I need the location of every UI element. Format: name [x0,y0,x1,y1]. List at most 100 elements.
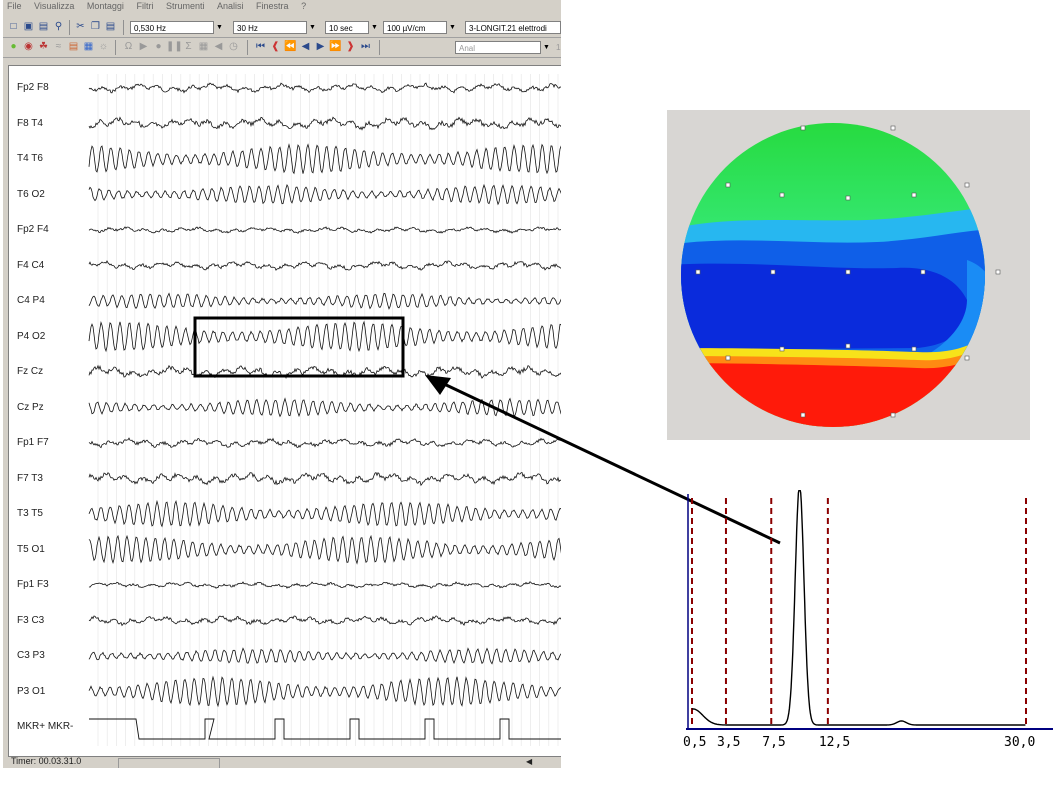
analysis-select[interactable]: Anal [455,41,541,54]
channel-label[interactable]: F4 C4 [17,259,45,271]
volume-icon[interactable]: ◀ [214,41,223,52]
channel-label[interactable]: C3 P3 [17,650,45,661]
channel-label[interactable]: Fp2 F4 [17,224,49,235]
eeg-trace [88,292,561,310]
paste-icon[interactable]: ▤ [105,21,116,32]
menu-item-filters[interactable]: Filtri [136,1,154,11]
channel-label[interactable]: P4 O2 [17,330,46,342]
marker-channel-label[interactable]: MKR+ MKR- [17,721,74,732]
channel-label[interactable]: Fp1 F3 [17,579,49,590]
grid-icon[interactable]: ▦ [198,41,209,52]
sensitivity-select[interactable]: 100 µV/cm [383,21,447,34]
channel-label[interactable]: Fp2 F8 [17,82,49,93]
channel-label[interactable]: Fz Cz [17,366,44,377]
high-filter-select[interactable]: 30 Hz [233,21,307,34]
channel-label[interactable]: F7 T3 [17,472,43,484]
save-icon[interactable]: ▣ [23,21,34,32]
cut-icon[interactable]: ✂ [76,21,85,32]
power-spectrum [680,489,1053,760]
channel-label[interactable]: F8 T4 [17,117,43,129]
menu-item-tools[interactable]: Strumenti [165,1,205,11]
fast-back-icon[interactable]: ⏪ [284,41,297,52]
channel-label[interactable]: Fp1 F7 [17,437,49,448]
eeg-trace [88,615,561,627]
extra-field[interactable]: 12 [556,43,561,52]
analysis-dropdown-icon[interactable]: ▼ [543,44,550,51]
fast-forward-icon[interactable]: ⏩ [329,41,342,52]
eeg-trace [88,143,561,175]
channel-label[interactable]: Cz Pz [17,401,44,413]
spectrum-tick-label: 30,0 [1004,735,1036,750]
timer-readout: Timer: 00.03.31.0 [11,756,82,766]
high-filter-dropdown-icon[interactable]: ▼ [309,24,316,31]
clock-icon[interactable]: ◷ [229,41,238,52]
menu-item-window[interactable]: Finestra [256,1,289,11]
settings-icon[interactable]: ☼ [98,41,109,52]
menu-item-analysis[interactable]: Analisi [217,1,244,11]
network-icon[interactable]: ☘ [39,41,48,52]
montage-select[interactable]: 3-LONGIT.21 elettrodi [465,21,561,34]
eeg-trace [88,116,561,131]
eeg-trace [88,226,561,234]
eeg-trace [88,183,561,206]
play-icon[interactable]: ▶ [139,41,148,52]
channel-label[interactable]: P3 O1 [17,685,46,697]
next-marker-icon[interactable]: ❱ [346,41,355,52]
eeg-trace [88,647,561,665]
channel-label[interactable]: F3 C3 [17,614,45,626]
menu-bar: File Visualizza Montaggi Filtri Strument… [3,0,561,14]
channel-label[interactable]: T3 T5 [17,508,43,519]
menu-item-montage[interactable]: Montaggi [86,1,124,11]
sensitivity-dropdown-icon[interactable]: ▼ [449,24,456,31]
chart-icon[interactable]: ▤ [68,41,79,52]
eeg-trace [88,581,561,589]
print-preview-icon[interactable]: ⚲ [54,21,63,32]
copy-icon[interactable]: ❐ [91,21,100,32]
topomap-blue-region [681,263,967,350]
channel-label[interactable]: T6 O2 [17,188,45,200]
open-file-icon[interactable]: □ [10,21,17,32]
status-bar: Timer: 00.03.31.0 ◀ [8,756,561,768]
spectrum-curve [691,489,1026,726]
scroll-grip-icon[interactable]: ◀ [526,757,533,766]
montage-icon[interactable]: ◉ [24,41,33,52]
eeg-trace [88,320,561,353]
low-filter-select[interactable]: 0,530 Hz [130,21,214,34]
eeg-trace [88,260,561,271]
prev-marker-icon[interactable]: ❰ [271,41,280,52]
eeg-trace [88,499,561,528]
print-icon[interactable]: ▤ [38,21,49,32]
record-icon[interactable]: ● [155,41,162,52]
electrode-markers [695,125,1001,418]
eeg-trace [88,534,561,565]
timebase-dropdown-icon[interactable]: ▼ [371,24,378,31]
omega-icon[interactable]: Ω [124,41,133,52]
go-end-icon[interactable]: ⏭ [361,41,370,52]
step-back-icon[interactable]: ◀ [301,41,310,52]
eeg-trace [88,437,561,449]
channel-label[interactable]: T5 O1 [17,543,45,555]
eeg-trace [88,82,561,94]
filter-icon[interactable]: ≈ [55,41,62,52]
eeg-trace [88,364,561,380]
go-start-icon[interactable]: ⏮ [256,41,265,52]
menu-item-view[interactable]: Visualizza [34,1,75,11]
timebase-select[interactable]: 10 sec [325,21,369,34]
spectrum-tick-label: 12,5 [818,735,851,750]
sum-icon[interactable]: Σ [185,41,192,52]
pause-icon[interactable]: ❚❚ [166,41,183,52]
spectrum-icon[interactable]: ▦ [83,41,94,52]
channel-label[interactable]: C4 P4 [17,295,45,306]
spectrum-tick-label: 3,5 [716,735,741,750]
menu-item-file[interactable]: File [7,1,22,11]
electrode-icon[interactable]: ● [10,41,17,52]
topographic-map [667,110,1030,440]
low-filter-dropdown-icon[interactable]: ▼ [216,24,223,31]
channel-label[interactable]: T4 T6 [17,153,43,164]
playback-toolbar: ● ◉ ☘ ≈ ▤ ▦ ☼ Ω ▶ ● ❚❚ Σ ▦ ◀ ◷ ⏮ ❰ ⏪ ◀ ▶… [3,38,561,58]
eeg-viewer-window: File Visualizza Montaggi Filtri Strument… [3,0,561,768]
eeg-trace-panel[interactable]: Fp2 F8 F8 T4 T4 T6 T6 O2 Fp2 F4 F4 C4 C4 P4 P4 … [8,65,561,757]
step-forward-icon[interactable]: ▶ [316,41,325,52]
menu-item-help[interactable]: ? [301,1,307,11]
status-field [118,758,220,768]
